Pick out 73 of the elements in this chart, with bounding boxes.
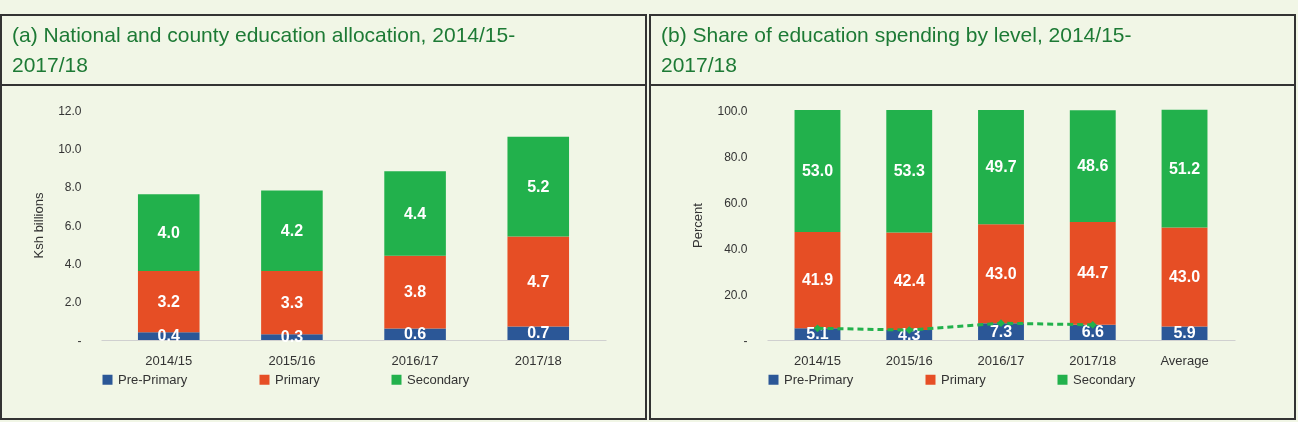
data-label: 0.4: [157, 327, 180, 345]
x-tick-label: 2015/16: [268, 352, 316, 368]
data-label: 53.3: [893, 162, 925, 180]
y-tick-label: 80.0: [724, 149, 748, 164]
data-label: 53.0: [801, 161, 834, 179]
data-label: 41.9: [801, 271, 834, 289]
y-tick-label: 100.0: [717, 103, 748, 118]
legend-label: Primary: [941, 371, 987, 387]
data-label: 7.3: [989, 322, 1013, 340]
data-label: 5.2: [527, 177, 550, 195]
legend-label: Primary: [275, 371, 321, 387]
data-label: 4.3: [898, 326, 921, 344]
bar: [794, 231, 841, 329]
data-label: 43.0: [1168, 267, 1201, 285]
y-tick-label: 8.0: [64, 180, 82, 195]
data-label: 5.9: [1173, 324, 1196, 342]
bar: [978, 110, 1024, 225]
bar: [137, 194, 200, 271]
legend-label: Secondary: [407, 371, 470, 387]
y-tick-label: 60.0: [724, 195, 748, 210]
bar: [261, 190, 323, 271]
y-tick-label: 40.0: [724, 241, 748, 256]
x-tick-label: 2017/18: [514, 352, 562, 368]
x-tick-label: 2014/15: [793, 352, 841, 368]
bar: [886, 110, 933, 233]
bar: [794, 110, 841, 232]
x-tick-label: 2017/18: [1069, 352, 1117, 368]
data-label: 49.7: [985, 158, 1017, 176]
bar: [978, 224, 1024, 324]
bar: [1069, 110, 1116, 223]
y-axis-title: Percent: [690, 202, 706, 248]
data-label: 51.2: [1168, 159, 1201, 177]
legend-label: Secondary: [1073, 371, 1136, 387]
y-tick-label: -: [77, 333, 82, 348]
data-label: 3.3: [280, 293, 304, 311]
data-label: 0.6: [403, 325, 427, 343]
data-label: 42.4: [893, 272, 925, 290]
bar: [1069, 222, 1116, 325]
y-axis-title: Ksh billions: [31, 192, 47, 259]
bar: [507, 136, 570, 237]
y-tick-label: 20.0: [724, 287, 748, 302]
y-tick-label: 10.0: [58, 141, 82, 156]
x-tick-label: 2015/16: [885, 352, 933, 368]
y-tick-label: 2.0: [64, 295, 82, 310]
data-label: 4.0: [157, 223, 180, 241]
bar: [384, 171, 446, 256]
data-label: 3.2: [157, 292, 180, 310]
y-tick-label: 12.0: [58, 103, 82, 118]
bar: [1161, 109, 1208, 228]
data-label: 44.7: [1077, 264, 1109, 282]
x-tick-label: 2014/15: [145, 352, 193, 368]
data-label: 0.7: [527, 324, 550, 342]
data-label: 3.8: [403, 283, 427, 301]
legend-label: Pre-Primary: [118, 371, 188, 387]
y-tick-label: 4.0: [64, 256, 82, 271]
chart-title: (b) Share of education spending by level, 2014/15-2017/18: [651, 16, 1294, 86]
data-label: 48.6: [1077, 157, 1109, 175]
y-tick-label: 6.0: [64, 218, 82, 233]
data-label: 4.4: [403, 204, 427, 222]
chart-title: (a) National and county education allocation, 2014/15-2017/18: [2, 16, 645, 86]
x-tick-label: 2016/17: [391, 352, 439, 368]
bar: [507, 236, 570, 327]
data-label: 6.6: [1081, 323, 1104, 341]
y-tick-label: -: [743, 333, 748, 348]
bar: [1161, 227, 1208, 327]
data-label: 4.2: [280, 221, 304, 239]
bar: [384, 255, 446, 329]
data-label: 43.0: [985, 264, 1017, 282]
x-tick-label: Average: [1160, 352, 1209, 368]
data-label: 5.1: [806, 325, 829, 343]
legend-label: Pre-Primary: [784, 371, 854, 387]
x-tick-label: 2016/17: [977, 352, 1025, 368]
data-label: 4.7: [527, 272, 550, 290]
